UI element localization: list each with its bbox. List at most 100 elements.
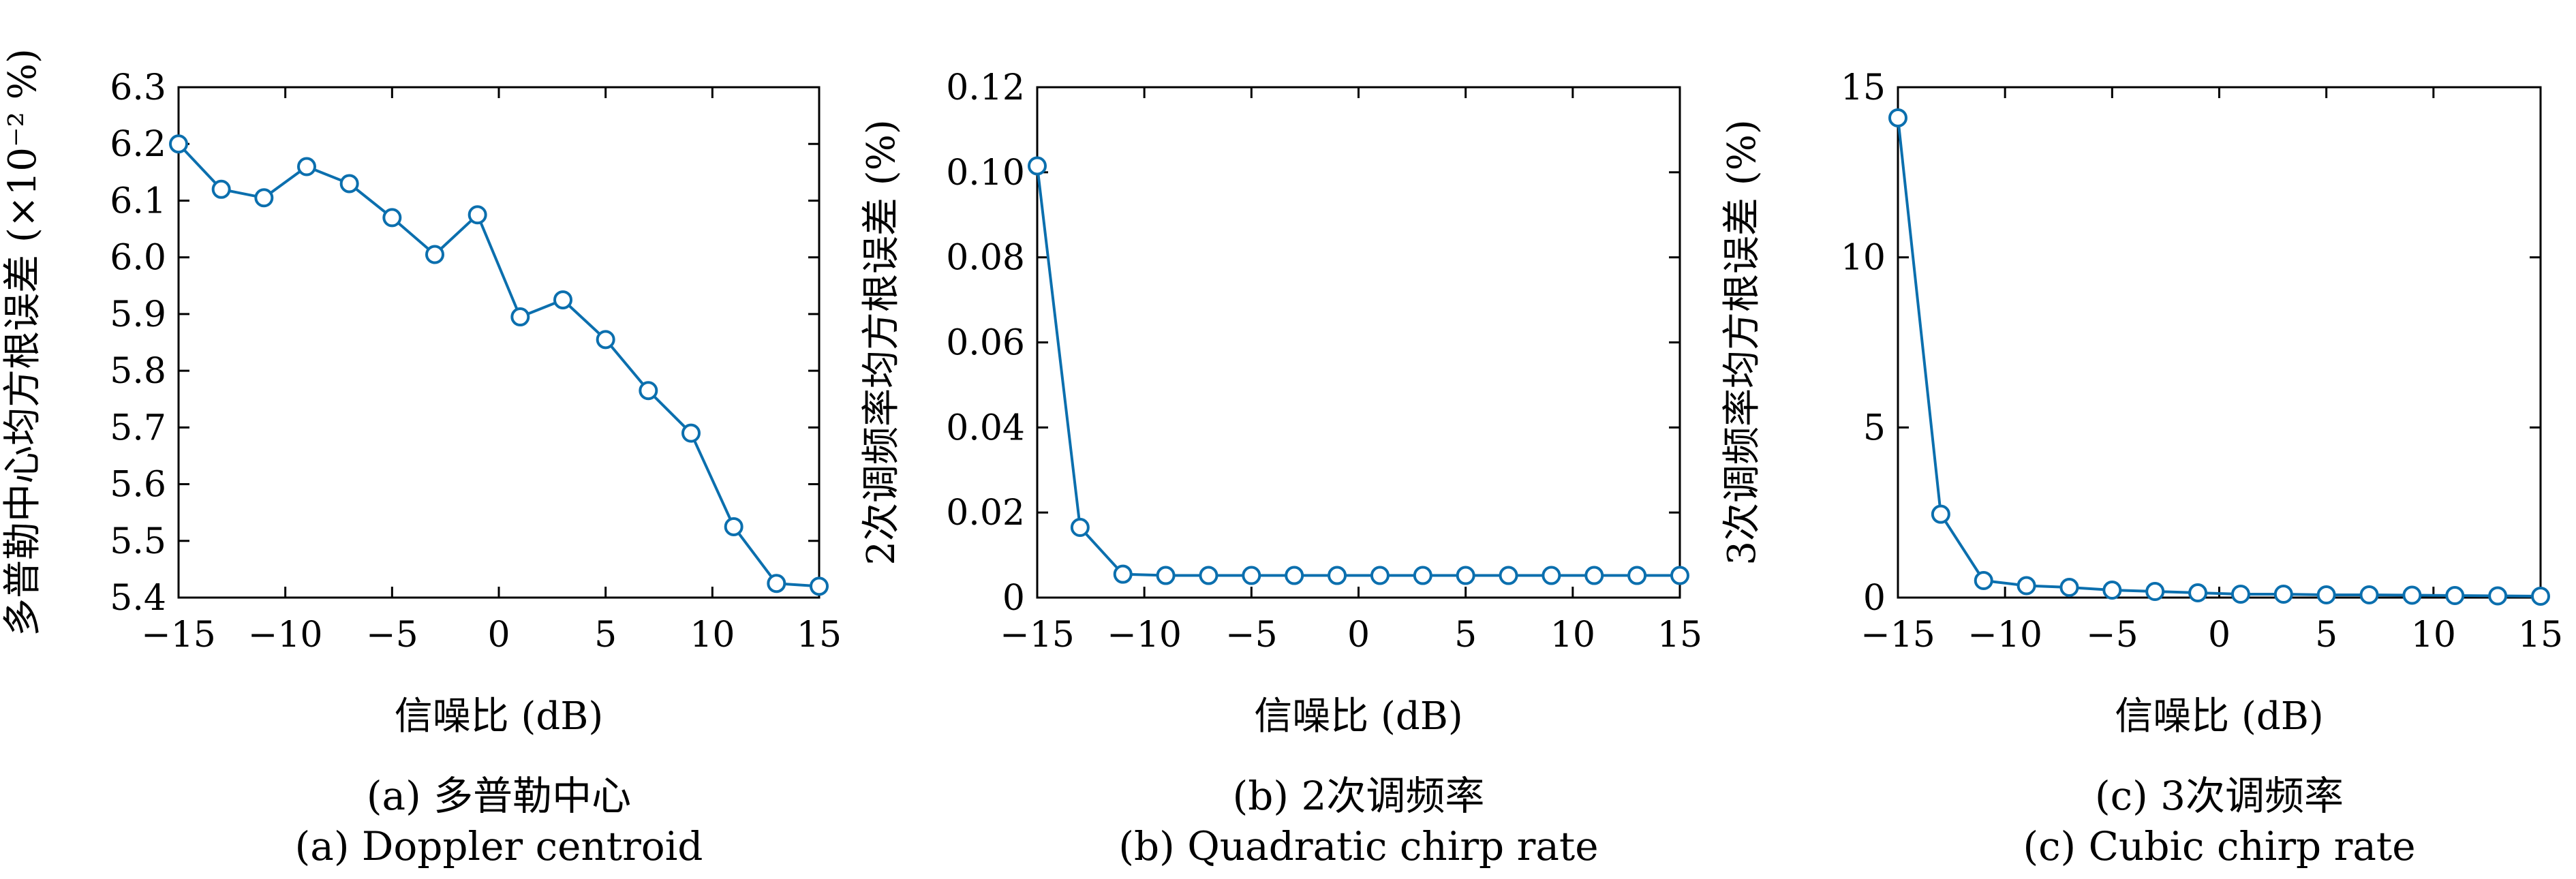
y-tick-label: 5.5 — [110, 521, 166, 562]
chart-panel-2: −15 −10 −5 0 5 10 15 0 0.02 0.04 0.06 0.08 0.10 0.12 信… — [859, 67, 1702, 869]
data-point — [1028, 156, 1047, 176]
x-tick-label: −15 — [1000, 615, 1075, 656]
data-point — [510, 307, 530, 327]
data-point — [1499, 566, 1518, 585]
data-point — [2359, 585, 2379, 605]
x-axis-label: 信噪比 (dB) — [1254, 694, 1463, 739]
y-tick-label: 0.04 — [946, 407, 1025, 448]
x-tick-label: −5 — [1225, 615, 1278, 656]
y-tick-label: 5.7 — [110, 407, 166, 448]
y-tick-label: 0.10 — [946, 153, 1025, 194]
chart-panel-3: −15 −10 −5 0 5 10 15 0 5 10 15 信噪比 (dB) 3次调频率均方根误差 (… — [1720, 67, 2563, 869]
data-point — [2402, 585, 2422, 605]
y-tick-label: 0.08 — [946, 238, 1025, 279]
data-point — [1199, 566, 1218, 585]
data-point — [211, 179, 231, 199]
data-point — [1113, 564, 1133, 584]
data-point — [2188, 583, 2208, 603]
series-line — [177, 142, 820, 588]
x-tick-label: 10 — [1550, 615, 1595, 656]
data-point — [425, 245, 444, 264]
data-point — [2059, 578, 2079, 598]
y-axis-label: 3次调频率均方根误差 (%) — [1720, 119, 1764, 565]
y-tick-label: 0.12 — [946, 67, 1025, 108]
y-tick-label: 5 — [1863, 407, 1886, 448]
data-point — [2531, 587, 2550, 606]
data-point — [681, 423, 701, 443]
plot-frame — [1036, 86, 1681, 599]
y-tick-label: 6.0 — [110, 238, 166, 279]
y-tick-label: 0 — [1002, 578, 1025, 619]
data-point — [2488, 586, 2508, 606]
data-point — [639, 381, 658, 401]
x-tick-label: −10 — [1107, 615, 1182, 656]
data-point — [2017, 576, 2036, 596]
data-point — [1456, 566, 1475, 585]
y-tick-label: 5.6 — [110, 465, 166, 506]
x-tick-label: 10 — [690, 615, 735, 656]
y-tick-label: 6.1 — [110, 181, 166, 221]
data-point — [1328, 566, 1347, 585]
x-tick-label: 15 — [797, 615, 842, 656]
data-point — [1627, 566, 1647, 585]
data-point — [1070, 518, 1090, 538]
data-point — [1285, 566, 1304, 585]
x-tick-label: 15 — [2518, 615, 2563, 656]
data-point — [1542, 566, 1561, 585]
data-point — [2316, 585, 2336, 605]
y-tick-label: 6.2 — [110, 124, 166, 165]
data-point — [1670, 566, 1689, 585]
series-line — [1036, 166, 1680, 577]
caption-en: (a) Doppler centroid — [295, 823, 703, 869]
data-point — [596, 330, 615, 350]
data-point — [1370, 566, 1390, 585]
data-point — [1156, 566, 1176, 585]
x-tick-label: 0 — [487, 615, 510, 656]
data-point — [724, 516, 743, 536]
data-point — [1931, 504, 1950, 524]
x-tick-label: −5 — [2086, 615, 2138, 656]
data-point — [810, 576, 829, 596]
data-point — [553, 290, 572, 310]
x-tick-label: 10 — [2411, 615, 2456, 656]
data-point — [2102, 581, 2122, 600]
y-tick-label: 10 — [1841, 238, 1886, 279]
data-point — [2145, 582, 2165, 602]
data-point — [2230, 585, 2250, 604]
y-axis-label: 多普勒中心均方根误差 (×10⁻² %) — [1, 48, 45, 636]
y-tick-label: 6.3 — [110, 67, 166, 108]
y-tick-label: 0.02 — [946, 493, 1025, 534]
y-axis-label: 2次调频率均方根误差 (%) — [859, 119, 904, 565]
plot-frame — [1897, 86, 2542, 599]
series-line — [1897, 117, 2541, 598]
x-axis-label: 信噪比 (dB) — [2115, 694, 2324, 739]
data-point — [254, 188, 274, 208]
x-tick-label: 5 — [594, 615, 617, 656]
chart-panel-1: −15 −10 −5 0 5 10 15 5.4 5.5 5.6 5.7 5.8 5.9 6.0 6.1 6.… — [1, 48, 842, 869]
x-tick-label: 5 — [1454, 615, 1477, 656]
data-point — [382, 208, 402, 228]
data-point — [1242, 566, 1261, 585]
caption-cn: (c) 3次调频率 — [2095, 773, 2344, 819]
x-tick-label: 15 — [1657, 615, 1702, 656]
x-tick-label: −15 — [1860, 615, 1935, 656]
data-point — [767, 574, 786, 593]
data-point — [1888, 108, 1907, 127]
data-point — [1413, 566, 1432, 585]
x-tick-label: 0 — [1347, 615, 1370, 656]
caption-cn: (a) 多普勒中心 — [367, 773, 631, 819]
y-tick-label: 15 — [1841, 67, 1886, 108]
data-point — [1974, 571, 1993, 591]
data-point — [467, 205, 487, 225]
y-tick-label: 0.06 — [946, 323, 1025, 364]
data-point — [2273, 585, 2293, 604]
x-tick-label: −10 — [1967, 615, 2042, 656]
data-point — [1584, 566, 1604, 585]
y-tick-label: 0 — [1863, 578, 1886, 619]
data-point — [339, 174, 359, 194]
plot-frame — [177, 86, 821, 599]
data-point — [169, 134, 188, 154]
x-axis-label: 信噪比 (dB) — [395, 694, 604, 739]
